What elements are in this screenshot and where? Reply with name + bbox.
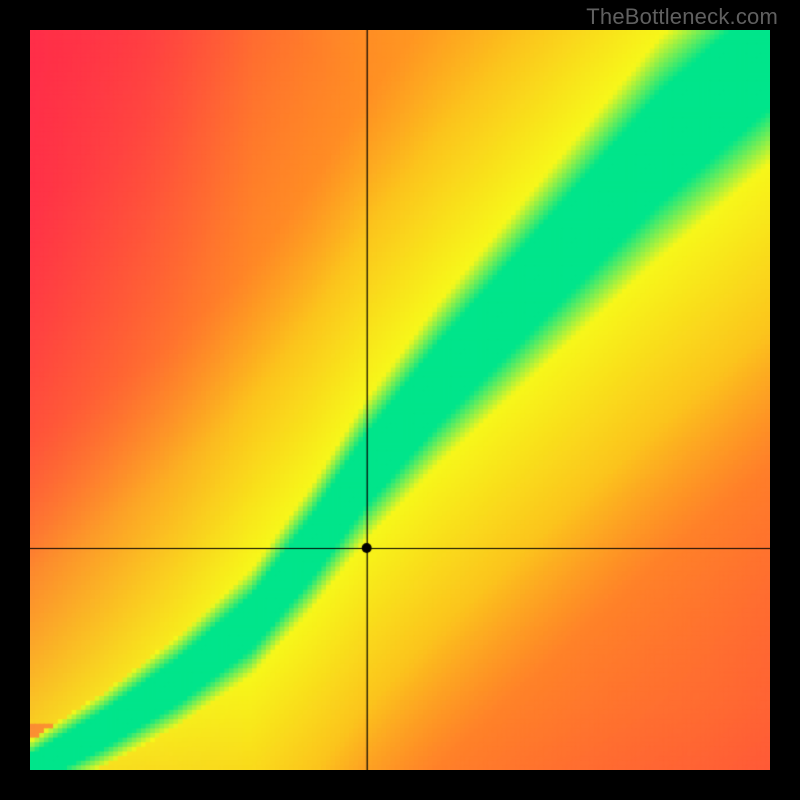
heatmap-canvas — [30, 30, 770, 770]
chart-container: TheBottleneck.com — [0, 0, 800, 800]
heatmap-plot — [30, 30, 770, 770]
watermark-text: TheBottleneck.com — [586, 4, 778, 30]
